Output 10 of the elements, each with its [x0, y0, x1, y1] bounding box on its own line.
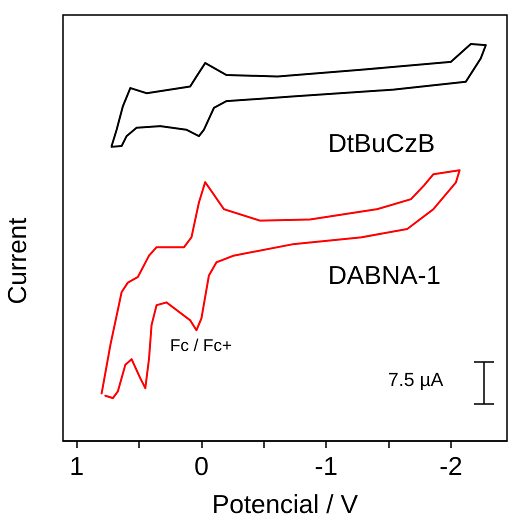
x-tick-label: 0	[194, 451, 209, 481]
x-tick-label: -2	[439, 451, 462, 481]
series-label: DtBuCzB	[328, 128, 435, 158]
annotation: 7.5 µA	[388, 370, 444, 392]
series-label: DABNA-1	[328, 260, 441, 290]
annotation: Fc / Fc+	[170, 336, 232, 356]
x-tick-label: 1	[69, 451, 84, 481]
y-axis-title: Current	[2, 216, 32, 304]
x-tick-label: -1	[314, 451, 338, 481]
x-axis-title: Potencial / V	[212, 489, 359, 519]
